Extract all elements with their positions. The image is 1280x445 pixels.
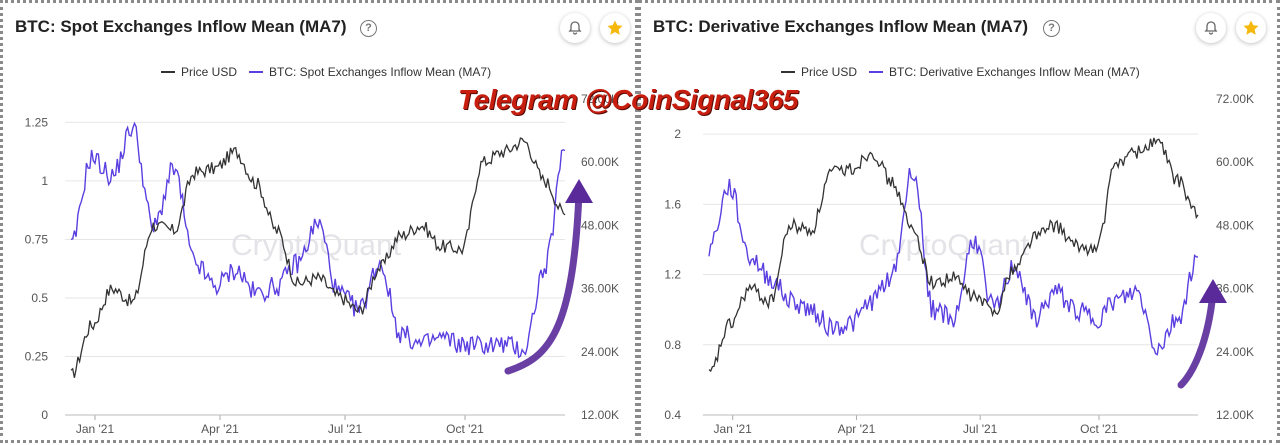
x-tick-label: Oct '21: [446, 422, 484, 436]
legend-label-price: Price USD: [181, 65, 237, 79]
y-right-tick-label: 60.00K: [581, 155, 619, 169]
y-right-tick-label: 48.00K: [1216, 218, 1254, 232]
y-right-tick-label: 12.00K: [1216, 408, 1254, 422]
annotation-arrow: [1177, 289, 1217, 389]
series-line-inflow-mean: [70, 121, 566, 359]
legend-label-inflow: BTC: Derivative Exchanges Inflow Mean (M…: [889, 65, 1140, 79]
y-left-tick-label: 2: [674, 127, 681, 141]
y-right-tick-label: 48.00K: [581, 218, 619, 232]
panel-title: BTC: Spot Exchanges Inflow Mean (MA7): [15, 17, 347, 36]
chart-derivative: 0.4 0.8 1.2 1.6 2 12.00K 24.00K 36.00K 48.00K 60.…: [664, 65, 1254, 436]
series-line-price-usd: [708, 137, 1199, 373]
chart-panel-derivative: 0.4 0.8 1.2 1.6 2 12.00K 24.00K 36.00K 48.00K 60.…: [638, 0, 1280, 443]
x-tick-label: Jan '21: [76, 422, 115, 436]
series-line-inflow-mean: [708, 167, 1199, 356]
x-tick-label: Jan '21: [714, 422, 753, 436]
star-icon[interactable]: [600, 13, 630, 43]
panel-title: BTC: Derivative Exchanges Inflow Mean (M…: [653, 17, 1029, 36]
annotation-arrow-head: [1199, 279, 1227, 303]
y-left-tick-label: 1: [41, 174, 48, 188]
y-right-tick-label: 24.00K: [1216, 345, 1254, 359]
y-left-tick-label: 0.4: [664, 408, 681, 422]
legend-label-price: Price USD: [801, 65, 857, 79]
annotation-arrow-head: [565, 179, 593, 203]
x-tick-label: Oct '21: [1080, 422, 1118, 436]
y-right-tick-label: 60.00K: [1216, 155, 1254, 169]
watermark: CryptoQuant: [859, 229, 1030, 262]
y-right-tick-label: 12.00K: [581, 408, 619, 422]
y-left-tick-label: 0.5: [31, 291, 48, 305]
annotation-arrow: [504, 189, 583, 375]
y-left-tick-label: 1.25: [25, 115, 49, 129]
y-left-tick-label: 0.8: [664, 338, 681, 352]
watermark: CryptoQuant: [231, 229, 402, 262]
y-right-tick-label: 36.00K: [1216, 282, 1254, 296]
telegram-overlay-text: Telegram @CoinSignal365: [458, 84, 798, 115]
legend-label-inflow: BTC: Spot Exchanges Inflow Mean (MA7): [269, 65, 491, 79]
y-right-tick-label: 72.00K: [581, 92, 619, 106]
y-left-tick-label: 0.75: [25, 232, 49, 246]
question-circle-icon[interactable]: ?: [1043, 20, 1060, 37]
y-left-tick-label: 0: [41, 408, 48, 422]
x-tick-label: Apr '21: [838, 422, 876, 436]
chart-panel-spot: 0 0.25 0.5 0.75 1 1.25 12.00K 24.00K 36.00K 48.00…: [0, 0, 638, 443]
y-left-tick-label: 0.25: [25, 349, 49, 363]
y-left-tick-label: 1.2: [664, 268, 681, 282]
x-tick-label: Apr '21: [201, 422, 239, 436]
bell-icon[interactable]: [1196, 13, 1226, 43]
star-icon[interactable]: [1236, 13, 1266, 43]
x-tick-label: Jul '21: [328, 422, 363, 436]
series-line-price-usd: [70, 137, 566, 378]
question-circle-icon[interactable]: ?: [360, 20, 377, 37]
chart-spot: 0 0.25 0.5 0.75 1 1.25 12.00K 24.00K 36.00K 48.00…: [25, 65, 619, 436]
y-right-tick-label: 36.00K: [581, 282, 619, 296]
y-left-tick-label: 1.6: [664, 197, 681, 211]
bell-icon[interactable]: [560, 13, 590, 43]
x-tick-label: Jul '21: [963, 422, 998, 436]
y-right-tick-label: 72.00K: [1216, 92, 1254, 106]
y-right-tick-label: 24.00K: [581, 345, 619, 359]
